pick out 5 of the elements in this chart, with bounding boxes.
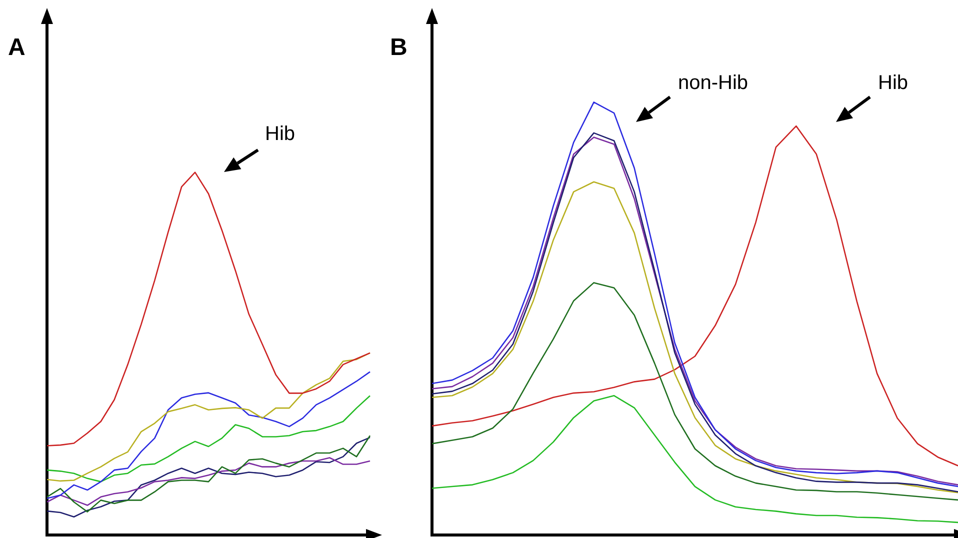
- text: Hib: [265, 123, 296, 145]
- chart-title: A: [8, 34, 26, 61]
- chart-title: B: [390, 34, 408, 61]
- text: Hib: [878, 72, 908, 94]
- text: non-Hib: [678, 72, 748, 94]
